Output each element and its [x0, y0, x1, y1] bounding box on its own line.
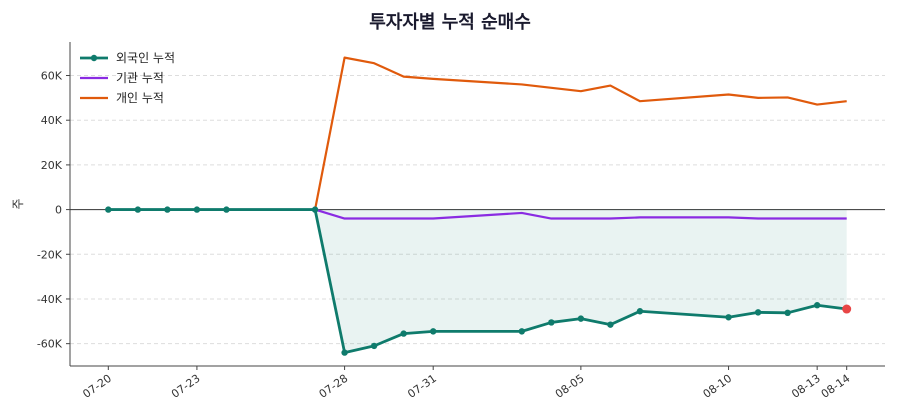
legend-label: 개인 누적 — [116, 91, 164, 105]
legend-label: 기관 누적 — [116, 71, 164, 85]
data-point — [400, 330, 407, 337]
data-point — [548, 319, 555, 326]
data-point — [105, 206, 112, 213]
legend-label: 외국인 누적 — [116, 51, 175, 65]
x-tick-label: 07-23 — [169, 372, 203, 401]
data-point — [370, 342, 378, 350]
x-tick-label: 08-05 — [553, 372, 587, 401]
data-point — [134, 206, 142, 213]
data-point — [429, 328, 437, 335]
y-tick-label: -60K — [37, 338, 63, 351]
chart-title: 투자자별 누적 순매수 — [369, 12, 531, 33]
data-point — [341, 349, 348, 356]
last-point-marker — [842, 304, 852, 314]
x-tick-label: 07-31 — [405, 372, 439, 401]
data-point — [518, 328, 526, 335]
data-point — [754, 309, 762, 316]
x-tick-label: 08-14 — [819, 372, 853, 401]
y-tick-label: -40K — [37, 293, 63, 306]
data-point — [813, 302, 821, 309]
legend-marker — [90, 54, 98, 62]
data-point — [577, 315, 585, 322]
x-tick-label: 07-28 — [317, 372, 351, 401]
data-point — [784, 309, 791, 317]
y-tick-label: -20K — [37, 248, 63, 261]
data-point — [725, 314, 732, 321]
y-tick-label: 0 — [55, 204, 62, 217]
x-tick-label: 08-13 — [789, 372, 823, 401]
data-point — [636, 308, 644, 315]
y-tick-label: 60K — [41, 70, 63, 83]
series-fill-area — [108, 209, 847, 353]
x-tick-label: 07-20 — [80, 372, 114, 401]
y-tick-label: 40K — [41, 114, 63, 127]
data-point — [311, 206, 319, 213]
y-tick-label: 20K — [41, 159, 63, 172]
series-line — [108, 56, 847, 211]
data-point — [223, 206, 230, 213]
y-axis-label: 주 — [11, 198, 25, 209]
data-point — [164, 206, 171, 213]
series-line — [108, 208, 847, 354]
data-point — [193, 206, 201, 213]
data-point — [607, 321, 614, 328]
x-tick-label: 08-10 — [701, 372, 735, 401]
